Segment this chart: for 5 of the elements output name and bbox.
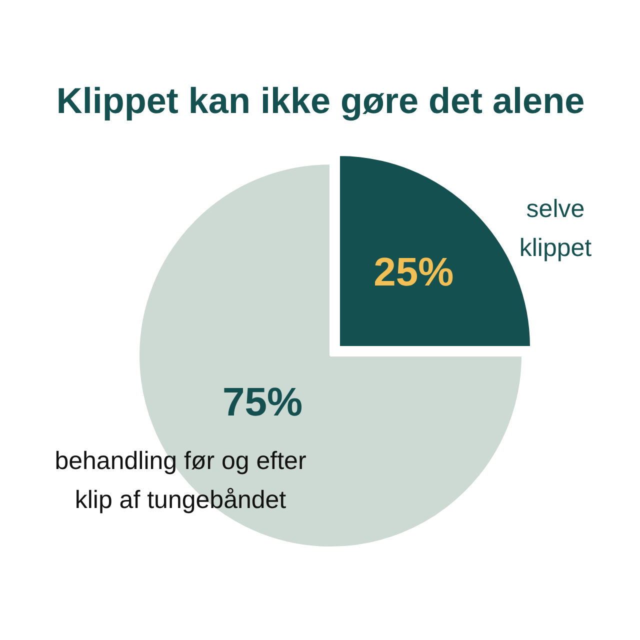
slice-label: behandling før og efter klip af tungebåndet <box>54 446 306 514</box>
chart-title: Klippet kan ikke gøre det alene <box>56 80 585 121</box>
data-label: 25% <box>374 250 454 294</box>
slice-label: selve klippet <box>519 194 592 262</box>
data-label: 75% <box>222 380 303 424</box>
